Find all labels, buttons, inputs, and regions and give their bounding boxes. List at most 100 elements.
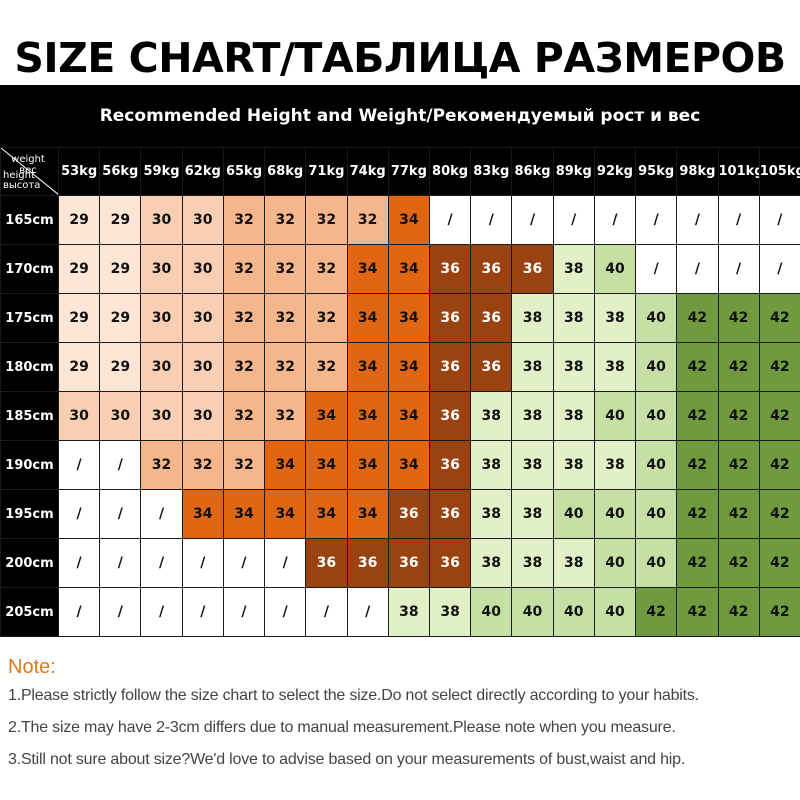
weight-header-row: weight вес height высота 53kg 56kg 59kg 62kg… [0, 147, 800, 196]
size-cell: 38 [470, 440, 513, 490]
size-cell: 40 [593, 538, 637, 588]
size-cell: 34 [387, 244, 430, 294]
size-cell: 42 [717, 342, 760, 392]
corner-height-label: height высота [3, 170, 41, 191]
note-line-1: 1.Please strictly follow the size chart … [8, 687, 699, 704]
size-cell: / [552, 195, 595, 245]
size-cell: 32 [222, 342, 266, 392]
weight-header-cell: 86kg [511, 147, 554, 196]
chart-subtitle: Recommended Height and Weight/Рекомендуе… [0, 85, 800, 147]
size-cell: 38 [511, 391, 554, 441]
size-cell: 36 [428, 244, 472, 294]
size-cell: 34 [181, 489, 224, 539]
size-cell: / [635, 195, 678, 245]
size-cell: 30 [140, 244, 183, 294]
size-cell: 34 [305, 391, 348, 441]
size-cell: 34 [346, 342, 389, 392]
size-cell: 30 [181, 391, 224, 441]
size-cell: 34 [346, 391, 389, 441]
size-cell: 38 [511, 440, 554, 490]
weight-header-cell: 89kg [552, 147, 595, 196]
weight-header-cell: 98kg [676, 147, 719, 196]
size-chart: Recommended Height and Weight/Рекомендуе… [0, 85, 800, 641]
size-cell: 32 [222, 391, 266, 441]
size-cell: 34 [346, 489, 389, 539]
size-cell: 34 [346, 293, 389, 343]
weight-header-cell: 56kg [99, 147, 142, 196]
weight-header-cell: 105kg [758, 147, 800, 196]
size-cell: 29 [57, 293, 101, 343]
size-cell: 30 [57, 391, 101, 441]
size-cell: 32 [264, 293, 307, 343]
size-cell: 42 [758, 489, 800, 539]
size-cell: 40 [635, 342, 678, 392]
size-cell: / [717, 195, 760, 245]
size-cell: 34 [305, 489, 348, 539]
size-cell: 32 [305, 195, 348, 245]
size-cell: 42 [717, 293, 760, 343]
size-cell: 38 [552, 293, 595, 343]
weight-header-cell: 59kg [140, 147, 183, 196]
size-cell: / [57, 587, 101, 637]
table-row: 165cm 29 29 30 30 32 32 32 32 34// / / / / / / / [0, 195, 800, 245]
size-cell: 36 [387, 489, 430, 539]
table-row: 180cm 29 29 30 30 32 32 32 34 34 36 36 38 38 38 40 42 42 4… [0, 342, 800, 392]
size-cell: 42 [758, 538, 800, 588]
height-label-cell: 190cm [0, 440, 59, 490]
size-cell: / [140, 489, 183, 539]
size-cell: / [140, 538, 183, 588]
size-cell: 36 [470, 342, 513, 392]
page-title: SIZE CHART/ТАБЛИЦА РАЗМЕРОВ [14, 34, 786, 82]
size-cell: 30 [181, 195, 224, 245]
weight-header-cell: 65kg [222, 147, 266, 196]
size-cell: 36 [428, 342, 472, 392]
size-cell: 34 [387, 391, 430, 441]
height-label-cell: 200cm [0, 538, 59, 588]
size-cell: 36 [428, 293, 472, 343]
diagonal-divider [1, 148, 58, 195]
size-cell: 38 [552, 538, 595, 588]
size-cell: / [222, 538, 266, 588]
size-cell: 30 [99, 391, 142, 441]
size-cell: 38 [511, 489, 554, 539]
size-cell: 30 [140, 342, 183, 392]
size-cell: 38 [593, 293, 637, 343]
size-cell: 32 [264, 195, 307, 245]
size-cell: 36 [428, 440, 472, 490]
size-cell: 42 [758, 293, 800, 343]
height-label-cell: 205cm [0, 587, 59, 637]
size-table: weight вес height высота 53kg 56kg 59kg 62kg… [0, 147, 800, 637]
size-cell: 36 [346, 538, 389, 588]
size-cell: 36 [387, 538, 430, 588]
size-cell: / [264, 538, 307, 588]
size-cell: 40 [593, 244, 637, 294]
size-cell: / [57, 489, 101, 539]
corner-cell: weight вес height высота [0, 147, 59, 196]
size-cell: / [305, 587, 348, 637]
size-cell: 42 [676, 538, 719, 588]
weight-header-cell: 68kg [264, 147, 307, 196]
size-cell: 42 [717, 440, 760, 490]
size-cell: / [676, 244, 719, 294]
size-cell: 34 [387, 342, 430, 392]
size-cell: 36 [428, 538, 472, 588]
size-cell: 38 [470, 489, 513, 539]
size-cell: 30 [140, 391, 183, 441]
size-cell: / [99, 440, 142, 490]
size-cell: / [511, 195, 554, 245]
weight-header-cell: 92kg [593, 147, 637, 196]
size-cell: 40 [635, 489, 678, 539]
weight-header-cell: 53kg [57, 147, 101, 196]
size-cell: 38 [593, 440, 637, 490]
size-cell: 34 [305, 440, 348, 490]
size-cell: / [99, 538, 142, 588]
size-cell: 40 [552, 587, 595, 637]
size-cell: 36 [428, 391, 472, 441]
height-label-cell: 170cm [0, 244, 59, 294]
size-cell: 42 [676, 342, 719, 392]
size-cell: 38 [470, 391, 513, 441]
size-cell: 32 [222, 195, 266, 245]
weight-header-cell: 77kg [387, 147, 430, 196]
size-cell: 42 [758, 440, 800, 490]
size-cell: / [758, 244, 800, 294]
